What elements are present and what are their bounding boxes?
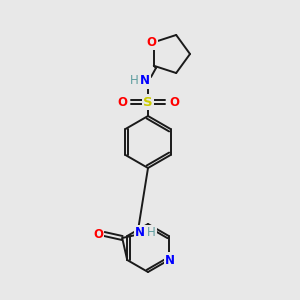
- Text: O: O: [147, 36, 157, 49]
- Text: N: N: [165, 254, 175, 266]
- Text: O: O: [93, 227, 103, 241]
- Text: O: O: [169, 95, 179, 109]
- Text: H: H: [130, 74, 138, 88]
- Text: S: S: [143, 95, 153, 109]
- Text: N: N: [135, 226, 145, 239]
- Text: H: H: [147, 226, 156, 239]
- Text: O: O: [117, 95, 127, 109]
- Text: N: N: [140, 74, 150, 88]
